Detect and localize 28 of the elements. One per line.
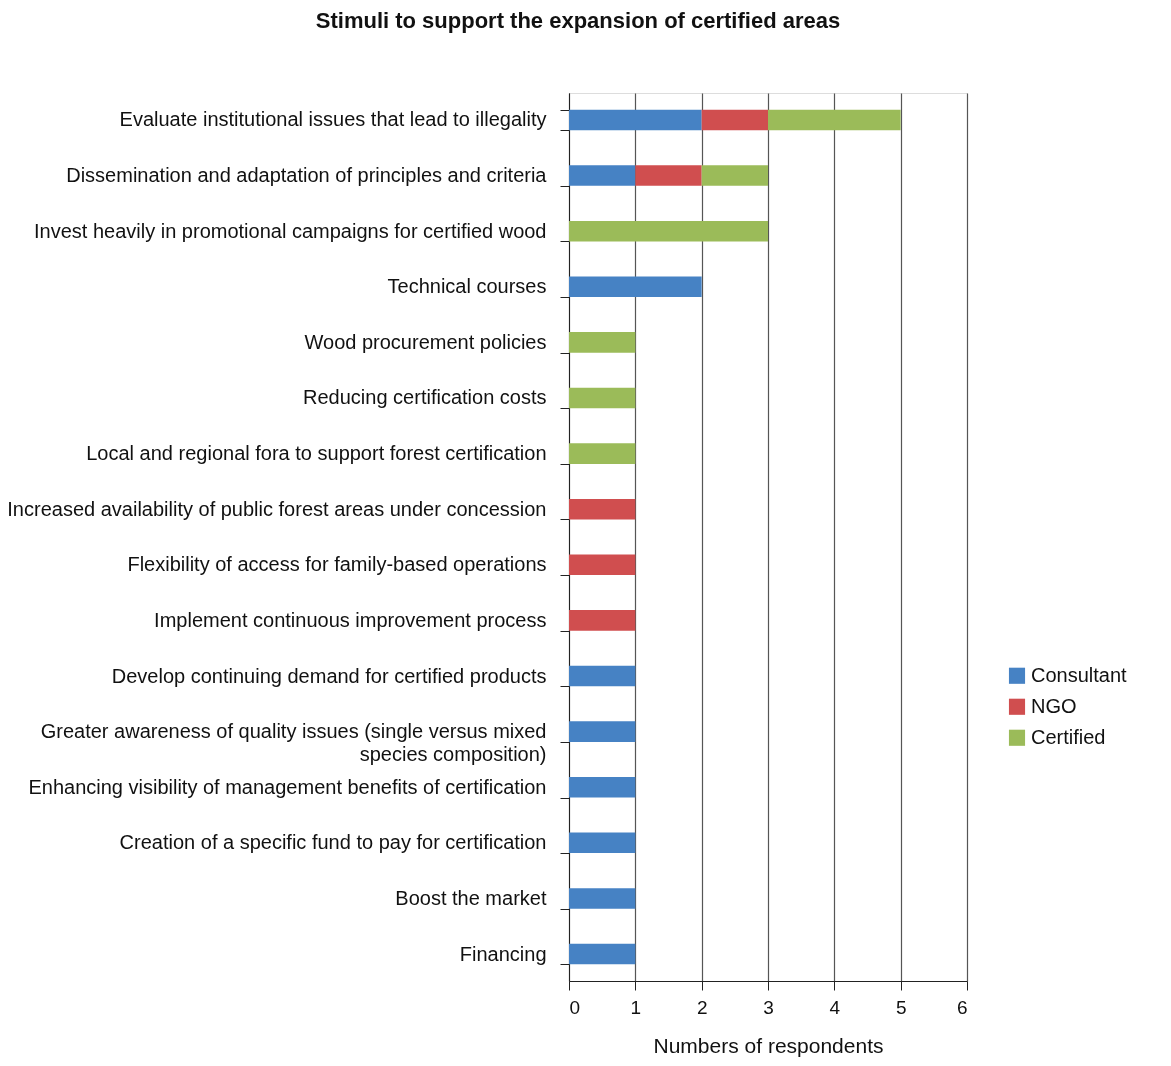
x-tick-label: 6 xyxy=(956,996,968,1018)
y-tick-label: Increased availability of public forest areas under concession xyxy=(7,497,547,520)
x-tick-label: 2 xyxy=(696,996,708,1018)
x-tick-label: 0 xyxy=(569,996,581,1018)
x-axis-title: Numbers of respondents xyxy=(653,1033,884,1057)
y-tick-label: Evaluate institutional issues that lead to illegality xyxy=(119,108,547,131)
x-tick-label: 5 xyxy=(895,996,907,1018)
legend-label: Consultant xyxy=(1031,663,1128,686)
y-tick-label: Dissemination and adaptation of principles and criteria xyxy=(66,164,548,187)
y-tick-label: Flexibility of access for family-based operations xyxy=(127,553,547,576)
y-tick-label: Enhancing visibility of management benefits of certification xyxy=(28,775,547,798)
y-tick-label: Creation of a specific fund to pay for certification xyxy=(119,831,547,854)
y-tick-label: Boost the market xyxy=(395,886,547,909)
x-tick-label: 3 xyxy=(763,996,774,1018)
x-tick-label: 4 xyxy=(829,996,841,1018)
y-tick-label: Wood procurement policies xyxy=(304,330,547,353)
y-tick-label: Implement continuous improvement process xyxy=(154,608,547,631)
y-tick-label: Invest heavily in promotional campaigns for certified wood xyxy=(34,219,547,242)
y-tick-label: Local and regional fora to support forest certification xyxy=(86,442,547,465)
x-tick-label: 1 xyxy=(630,996,642,1018)
y-tick-label: Reducing certification costs xyxy=(303,386,547,409)
y-tick-label: Develop continuing demand for certified products xyxy=(111,664,547,687)
y-tick-label: Greater awareness of quality issues (single versus mixed species composition) xyxy=(40,720,547,766)
legend-label: NGO xyxy=(1031,694,1077,717)
y-tick-label: Financing xyxy=(459,942,547,965)
y-tick-label: Technical courses xyxy=(387,275,547,298)
chart-title: Stimuli to support the expansion of certified areas xyxy=(315,8,841,33)
legend-label: Certified xyxy=(1031,725,1106,748)
